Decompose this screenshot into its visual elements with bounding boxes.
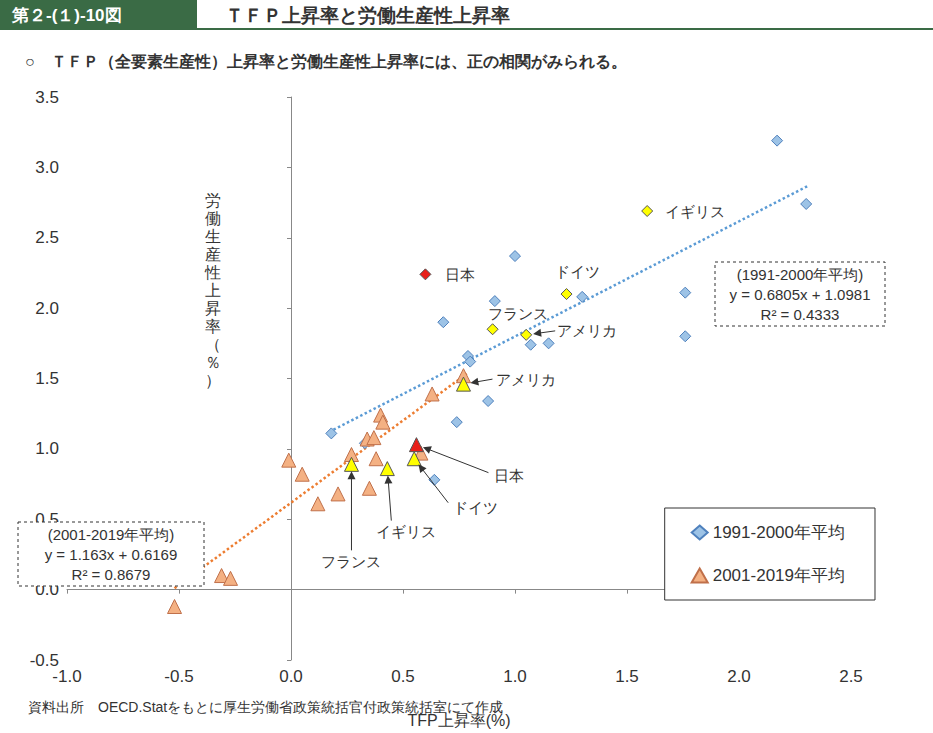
svg-text:TFP上昇率(%): TFP上昇率(%)	[407, 711, 511, 729]
svg-text:R² = 0.8679: R² = 0.8679	[72, 566, 151, 583]
svg-text:ＴＦＰ上昇率と労働生産性上昇率: ＴＦＰ上昇率と労働生産性上昇率	[225, 5, 510, 26]
svg-text:2001-2019年平均: 2001-2019年平均	[713, 566, 845, 585]
svg-text:働: 働	[205, 210, 221, 227]
svg-text:ドイツ: ドイツ	[555, 263, 600, 280]
svg-text:アメリカ: アメリカ	[496, 371, 556, 388]
svg-text:3.5: 3.5	[35, 88, 59, 107]
svg-text:R² = 0.4333: R² = 0.4333	[761, 306, 840, 323]
svg-text:労: 労	[205, 192, 221, 209]
svg-text:-1.0: -1.0	[52, 667, 81, 686]
svg-text:(2001-2019年平均): (2001-2019年平均)	[48, 526, 175, 543]
svg-text:性: 性	[204, 264, 221, 281]
svg-text:2.0: 2.0	[35, 299, 59, 318]
svg-text:1.0: 1.0	[503, 667, 527, 686]
svg-text:フランス: フランス	[488, 305, 548, 322]
svg-text:アメリカ: アメリカ	[557, 322, 617, 339]
svg-text:-0.5: -0.5	[29, 650, 59, 670]
svg-text:）: ）	[205, 372, 221, 389]
svg-text:2.5: 2.5	[839, 667, 863, 686]
svg-text:イギリス: イギリス	[376, 523, 436, 540]
svg-text:2.0: 2.0	[727, 667, 751, 686]
svg-text:0.5: 0.5	[35, 509, 59, 529]
svg-text:2.5: 2.5	[35, 228, 59, 247]
svg-text:(1991-2000年平均): (1991-2000年平均)	[737, 266, 864, 283]
svg-text:フランス: フランス	[321, 553, 381, 570]
svg-text:イギリス: イギリス	[665, 203, 725, 220]
svg-text:0.5: 0.5	[391, 667, 415, 686]
svg-text:第２-(１)-10図: 第２-(１)-10図	[11, 6, 122, 25]
svg-text:y = 1.163x + 0.6169: y = 1.163x + 0.6169	[45, 546, 178, 563]
svg-text:資料出所 OECD.Statをもとに厚生労働省政策統括官付政: 資料出所 OECD.Statをもとに厚生労働省政策統括官付政策統括室にて作成	[28, 699, 503, 715]
svg-text:-0.5: -0.5	[164, 667, 193, 686]
svg-text:生: 生	[205, 228, 221, 245]
svg-text:昇: 昇	[205, 300, 221, 317]
svg-text:上: 上	[205, 282, 221, 299]
svg-text:1.5: 1.5	[615, 667, 639, 686]
svg-text:率: 率	[205, 318, 221, 335]
svg-text:y = 0.6805x + 1.0981: y = 0.6805x + 1.0981	[730, 286, 871, 303]
svg-text:日本: 日本	[445, 266, 475, 283]
svg-text:日本: 日本	[494, 467, 524, 484]
svg-text:ドイツ: ドイツ	[453, 499, 498, 516]
svg-text:1.5: 1.5	[35, 369, 59, 388]
svg-text:○ ＴＦＰ（全要素生産性）上昇率と労働生産性上昇率には、正の: ○ ＴＦＰ（全要素生産性）上昇率と労働生産性上昇率には、正の相関がみられる。	[25, 52, 627, 71]
svg-text:％: ％	[205, 354, 221, 371]
svg-text:0.0: 0.0	[279, 667, 303, 686]
svg-text:3.0: 3.0	[35, 158, 59, 177]
svg-text:産: 産	[205, 246, 221, 263]
svg-text:1.0: 1.0	[35, 439, 59, 458]
svg-text:1991-2000年平均: 1991-2000年平均	[713, 523, 845, 542]
svg-text:0.0: 0.0	[35, 580, 59, 600]
svg-text:（: （	[205, 336, 221, 353]
